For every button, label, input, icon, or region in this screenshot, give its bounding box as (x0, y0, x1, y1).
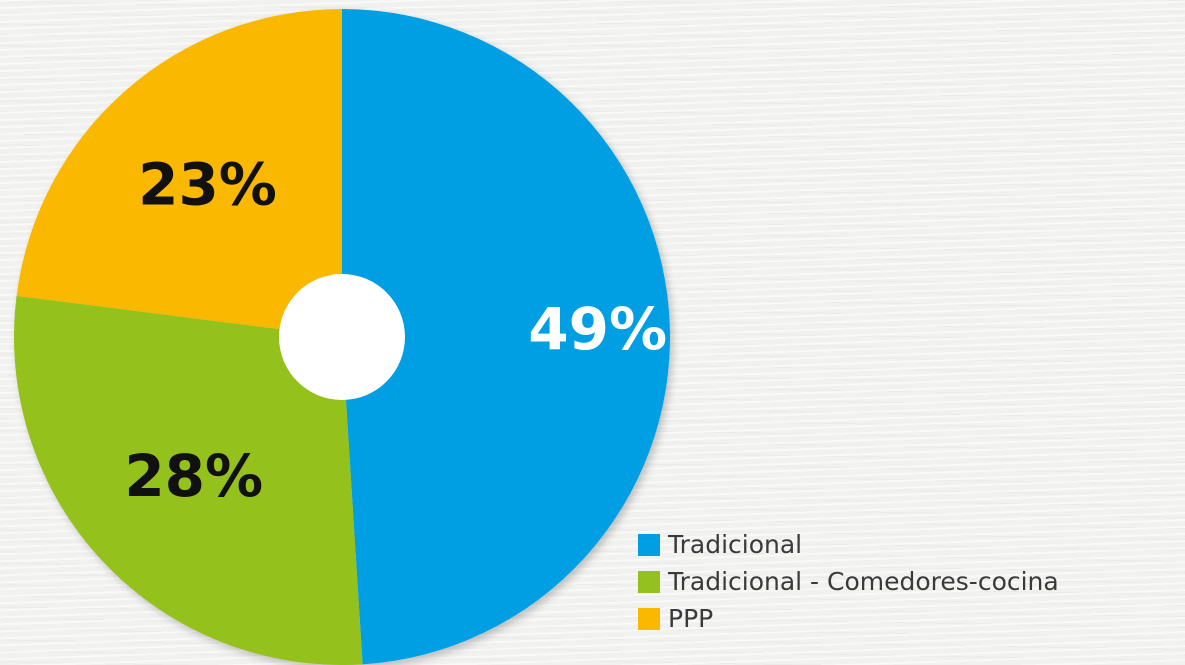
legend-item-ppp: PPP (638, 600, 1059, 637)
slice-label-comedores-cocina: 28% (124, 442, 263, 510)
slice-label-ppp: 23% (138, 150, 277, 218)
legend-label-comedores-cocina: Tradicional - Comedores-cocina (668, 567, 1059, 596)
legend-label-ppp: PPP (668, 604, 714, 633)
slice-label-tradicional: 49% (528, 295, 667, 363)
legend-item-tradicional: Tradicional (638, 526, 1059, 563)
slice-tradicional (342, 9, 670, 665)
legend-item-comedores-cocina: Tradicional - Comedores-cocina (638, 563, 1059, 600)
slice-comedores-cocina (13, 295, 363, 665)
donut-hole (279, 274, 405, 400)
slice-ppp (16, 9, 343, 337)
legend-swatch-comedores-cocina (638, 570, 660, 593)
legend-swatch-tradicional (638, 533, 660, 556)
legend: Tradicional Tradicional - Comedores-coci… (638, 526, 1059, 637)
legend-label-tradicional: Tradicional (668, 530, 803, 559)
legend-swatch-ppp (638, 607, 660, 630)
